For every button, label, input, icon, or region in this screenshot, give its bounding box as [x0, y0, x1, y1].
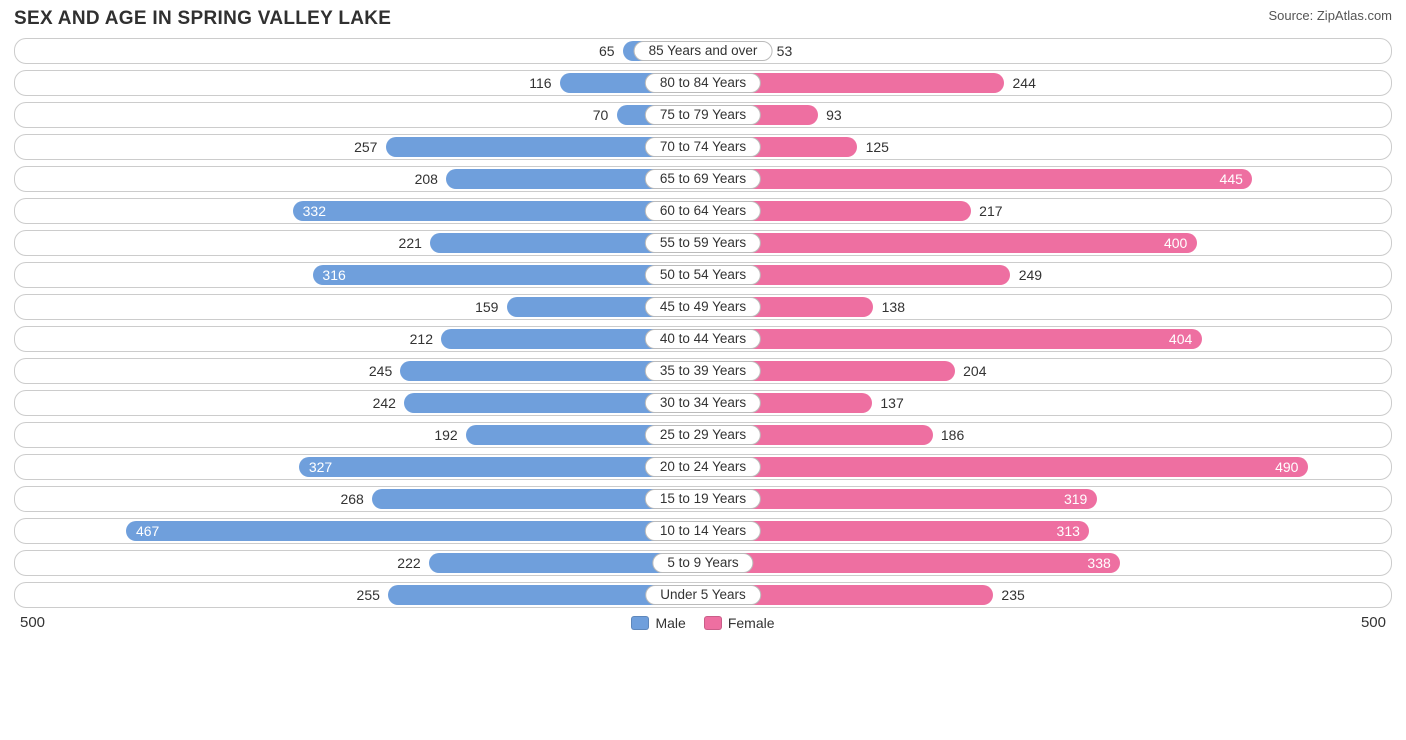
- legend-label-male: Male: [655, 615, 685, 631]
- chart-row: 70 93 75 to 79 Years: [14, 102, 1392, 128]
- value-male: 257: [354, 139, 377, 155]
- age-label: 5 to 9 Years: [652, 553, 753, 573]
- age-label: 10 to 14 Years: [645, 521, 761, 541]
- value-male: 268: [340, 491, 363, 507]
- value-female: 404: [1169, 331, 1192, 347]
- legend-label-female: Female: [728, 615, 775, 631]
- age-label: 65 to 69 Years: [645, 169, 761, 189]
- chart-row: 208 445 65 to 69 Years: [14, 166, 1392, 192]
- value-male: 65: [599, 43, 615, 59]
- chart-row: 116 244 80 to 84 Years: [14, 70, 1392, 96]
- chart-row: 245 204 35 to 39 Years: [14, 358, 1392, 384]
- age-label: 45 to 49 Years: [645, 297, 761, 317]
- value-female: 400: [1164, 235, 1187, 251]
- value-female: 445: [1220, 171, 1243, 187]
- age-label: 80 to 84 Years: [645, 73, 761, 93]
- value-male: 245: [369, 363, 392, 379]
- value-male: 192: [434, 427, 457, 443]
- chart-row: 212 404 40 to 44 Years: [14, 326, 1392, 352]
- age-label: 70 to 74 Years: [645, 137, 761, 157]
- chart-row: 255 235 Under 5 Years: [14, 582, 1392, 608]
- value-male: 212: [410, 331, 433, 347]
- age-label: 85 Years and over: [634, 41, 773, 61]
- chart-legend: Male Female: [631, 615, 774, 631]
- chart-footer: 500 Male Female 500: [14, 614, 1392, 631]
- value-female: 313: [1057, 523, 1080, 539]
- age-label: 40 to 44 Years: [645, 329, 761, 349]
- chart-row: 221 400 55 to 59 Years: [14, 230, 1392, 256]
- bar-male: [299, 457, 703, 477]
- chart-row: 316 249 50 to 54 Years: [14, 262, 1392, 288]
- bar-female: [703, 233, 1197, 253]
- value-male: 327: [309, 459, 332, 475]
- bar-female: [703, 329, 1202, 349]
- value-female: 125: [866, 139, 889, 155]
- bar-female: [703, 553, 1120, 573]
- age-label: 30 to 34 Years: [645, 393, 761, 413]
- legend-item-female: Female: [704, 615, 775, 631]
- value-female: 490: [1275, 459, 1298, 475]
- age-label: Under 5 Years: [645, 585, 761, 605]
- chart-row: 159 138 45 to 49 Years: [14, 294, 1392, 320]
- bar-female: [703, 521, 1089, 541]
- value-female: 93: [826, 107, 842, 123]
- value-male: 221: [399, 235, 422, 251]
- value-female: 319: [1064, 491, 1087, 507]
- value-male: 159: [475, 299, 498, 315]
- age-label: 25 to 29 Years: [645, 425, 761, 445]
- chart-row: 222 338 5 to 9 Years: [14, 550, 1392, 576]
- chart-row: 65 5385 Years and over: [14, 38, 1392, 64]
- bar-male: [126, 521, 703, 541]
- value-male: 222: [397, 555, 420, 571]
- axis-label-left: 500: [20, 614, 45, 631]
- value-female: 186: [941, 427, 964, 443]
- age-label: 15 to 19 Years: [645, 489, 761, 509]
- legend-item-male: Male: [631, 615, 685, 631]
- population-pyramid-chart: 65 5385 Years and over 116 244 80 to 84 Year…: [14, 38, 1392, 608]
- value-male: 116: [529, 75, 551, 91]
- chart-header: SEX AND AGE IN SPRING VALLEY LAKE Source…: [14, 8, 1392, 30]
- bar-female: [703, 489, 1097, 509]
- chart-title: SEX AND AGE IN SPRING VALLEY LAKE: [14, 8, 391, 30]
- legend-swatch-male: [631, 616, 649, 630]
- value-female: 235: [1001, 587, 1024, 603]
- age-label: 75 to 79 Years: [645, 105, 761, 125]
- age-label: 35 to 39 Years: [645, 361, 761, 381]
- value-male: 316: [322, 267, 345, 283]
- age-label: 60 to 64 Years: [645, 201, 761, 221]
- value-male: 208: [415, 171, 438, 187]
- bar-female: [703, 169, 1252, 189]
- value-male: 242: [373, 395, 396, 411]
- chart-source: Source: ZipAtlas.com: [1268, 8, 1392, 23]
- legend-swatch-female: [704, 616, 722, 630]
- value-female: 204: [963, 363, 986, 379]
- age-label: 20 to 24 Years: [645, 457, 761, 477]
- chart-row: 467 313 10 to 14 Years: [14, 518, 1392, 544]
- value-male: 467: [136, 523, 159, 539]
- value-male: 332: [303, 203, 326, 219]
- chart-row: 242 137 30 to 34 Years: [14, 390, 1392, 416]
- value-female: 217: [979, 203, 1002, 219]
- chart-row: 257 125 70 to 74 Years: [14, 134, 1392, 160]
- value-male: 255: [357, 587, 380, 603]
- age-label: 55 to 59 Years: [645, 233, 761, 253]
- axis-label-right: 500: [1361, 614, 1386, 631]
- chart-row: 268 319 15 to 19 Years: [14, 486, 1392, 512]
- value-female: 249: [1019, 267, 1042, 283]
- value-female: 137: [880, 395, 903, 411]
- bar-female: [703, 457, 1308, 477]
- value-female: 244: [1013, 75, 1036, 91]
- chart-row: 327 490 20 to 24 Years: [14, 454, 1392, 480]
- value-female: 338: [1087, 555, 1110, 571]
- chart-row: 192 186 25 to 29 Years: [14, 422, 1392, 448]
- value-female: 53: [777, 43, 793, 59]
- chart-row: 332 217 60 to 64 Years: [14, 198, 1392, 224]
- value-female: 138: [882, 299, 905, 315]
- bar-male: [293, 201, 703, 221]
- age-label: 50 to 54 Years: [645, 265, 761, 285]
- value-male: 70: [593, 107, 609, 123]
